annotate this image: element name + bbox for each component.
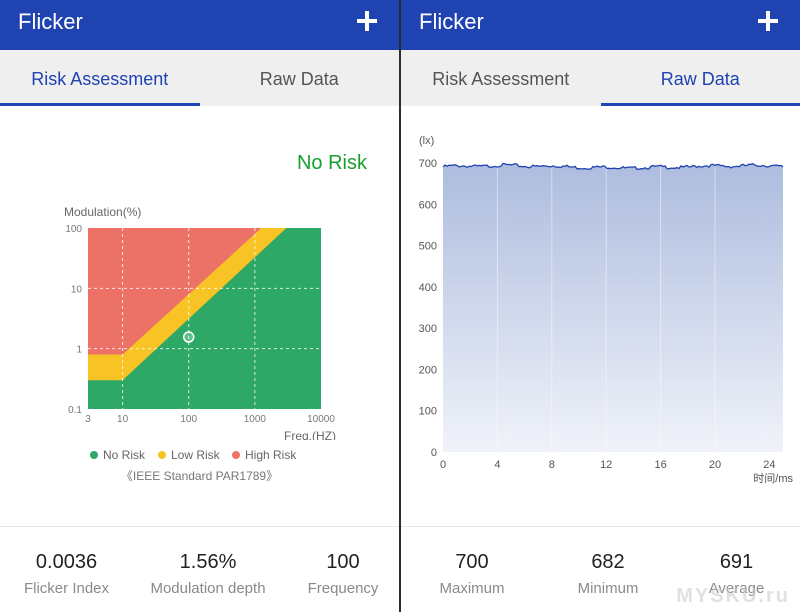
legend-label: No Risk: [103, 448, 146, 462]
tab-raw-data[interactable]: Raw Data: [259, 69, 339, 89]
x-tick-label: 8: [549, 459, 555, 471]
x-tick-label: 24: [763, 459, 775, 471]
legend-label: Low Risk: [171, 448, 220, 462]
tab-bar: Risk Assessment Raw Data: [401, 50, 800, 106]
x-tick-label: 10: [117, 414, 129, 425]
stat-label: Maximum: [439, 580, 505, 597]
raw-data-area: [443, 163, 783, 452]
y-tick-label: 10: [71, 284, 83, 295]
chart-legend: No Risk Low Risk High Risk: [0, 448, 399, 464]
y-tick-label: 100: [65, 224, 82, 235]
app-bar: Flicker: [401, 0, 800, 50]
tab-risk-assessment[interactable]: Risk Assessment: [0, 50, 200, 106]
app-title: Flicker: [419, 9, 484, 34]
legend-item-low-risk: Low Risk: [158, 448, 220, 462]
y-tick-label: 700: [419, 158, 437, 170]
stats-bar: 700 Maximum 682 Minimum 691 Average: [401, 526, 800, 612]
watermark-logo: MYSKU.ru: [676, 585, 790, 607]
measurement-point: [182, 331, 195, 343]
x-tick-label: 100: [180, 414, 197, 425]
stat-label: Average: [708, 580, 765, 597]
risk-chart: 3 10 100 1000 10000 100 10 1 0.1 Modulation(%) F…: [64, 205, 336, 440]
legend-item-no-risk: No Risk: [90, 448, 145, 462]
x-tick-label: 16: [654, 459, 666, 471]
y-tick-label: 1: [76, 345, 82, 356]
tab-risk-assessment[interactable]: Risk Assessment: [432, 69, 570, 89]
y-tick-label: 0.1: [68, 405, 82, 416]
x-tick-label: 4: [494, 459, 500, 471]
stats-bar: 0.0036 Flicker Index 1.56% Modulation de…: [0, 526, 399, 612]
x-axis-label: Freq.(HZ): [284, 429, 336, 440]
legend-dot: [232, 451, 240, 459]
x-tick-label: 10000: [307, 414, 335, 425]
y-tick-label: 300: [419, 323, 437, 335]
standard-note: 《IEEE Standard PAR1789》: [120, 469, 279, 483]
stat-label: Frequency: [307, 580, 379, 597]
y-tick-label: 100: [419, 406, 437, 418]
stat-label: Flicker Index: [23, 580, 110, 597]
stat-value: 0.0036: [35, 551, 98, 573]
x-tick-label: 20: [709, 459, 721, 471]
legend-dot: [158, 451, 166, 459]
raw-data-line: [442, 162, 784, 170]
x-tick-label: 1000: [244, 414, 267, 425]
y-tick-label: 200: [419, 364, 437, 376]
stat-value: 691: [719, 551, 754, 573]
stat-value: 682: [591, 551, 625, 573]
y-tick-label: 0: [431, 447, 437, 459]
stat-label: Modulation depth: [150, 580, 266, 597]
stat-value: 700: [455, 551, 489, 573]
no-risk-region: [88, 228, 321, 409]
raw-data-screen: Flicker Risk Assessment Raw Data 0 4 8 12 16…: [401, 0, 800, 612]
x-tick-label: 3: [85, 414, 91, 425]
risk-status: No Risk: [296, 152, 367, 174]
stat-value: 1.56%: [179, 551, 237, 573]
legend-label: High Risk: [245, 448, 297, 462]
plus-icon[interactable]: [756, 9, 780, 33]
tab-raw-data[interactable]: Raw Data: [600, 50, 800, 106]
plus-icon[interactable]: [355, 9, 379, 33]
y-axis-label: (lx): [419, 135, 434, 147]
y-tick-label: 600: [419, 199, 437, 211]
stat-value: 100: [326, 551, 360, 573]
stat-label: Minimum: [577, 580, 639, 597]
raw-data-chart: 0 4 8 12 16 20 24 0 100 200 300 400 500 600 700 (lx) 时…: [419, 135, 794, 485]
app-bar: Flicker: [0, 0, 399, 50]
legend-item-high-risk: High Risk: [232, 448, 296, 462]
y-tick-label: 500: [419, 241, 437, 253]
tab-bar: Risk Assessment Raw Data: [0, 50, 399, 106]
y-axis-label: Modulation(%): [64, 205, 141, 219]
y-tick-label: 400: [419, 282, 437, 294]
x-tick-label: 12: [600, 459, 612, 471]
legend-dot: [90, 451, 98, 459]
x-tick-label: 0: [440, 459, 446, 471]
risk-assessment-screen: Flicker Risk Assessment Raw Data No Risk…: [0, 0, 399, 612]
x-axis-label: 时间/ms: [753, 472, 793, 485]
screen-divider: [399, 0, 401, 612]
app-title: Flicker: [18, 9, 83, 34]
